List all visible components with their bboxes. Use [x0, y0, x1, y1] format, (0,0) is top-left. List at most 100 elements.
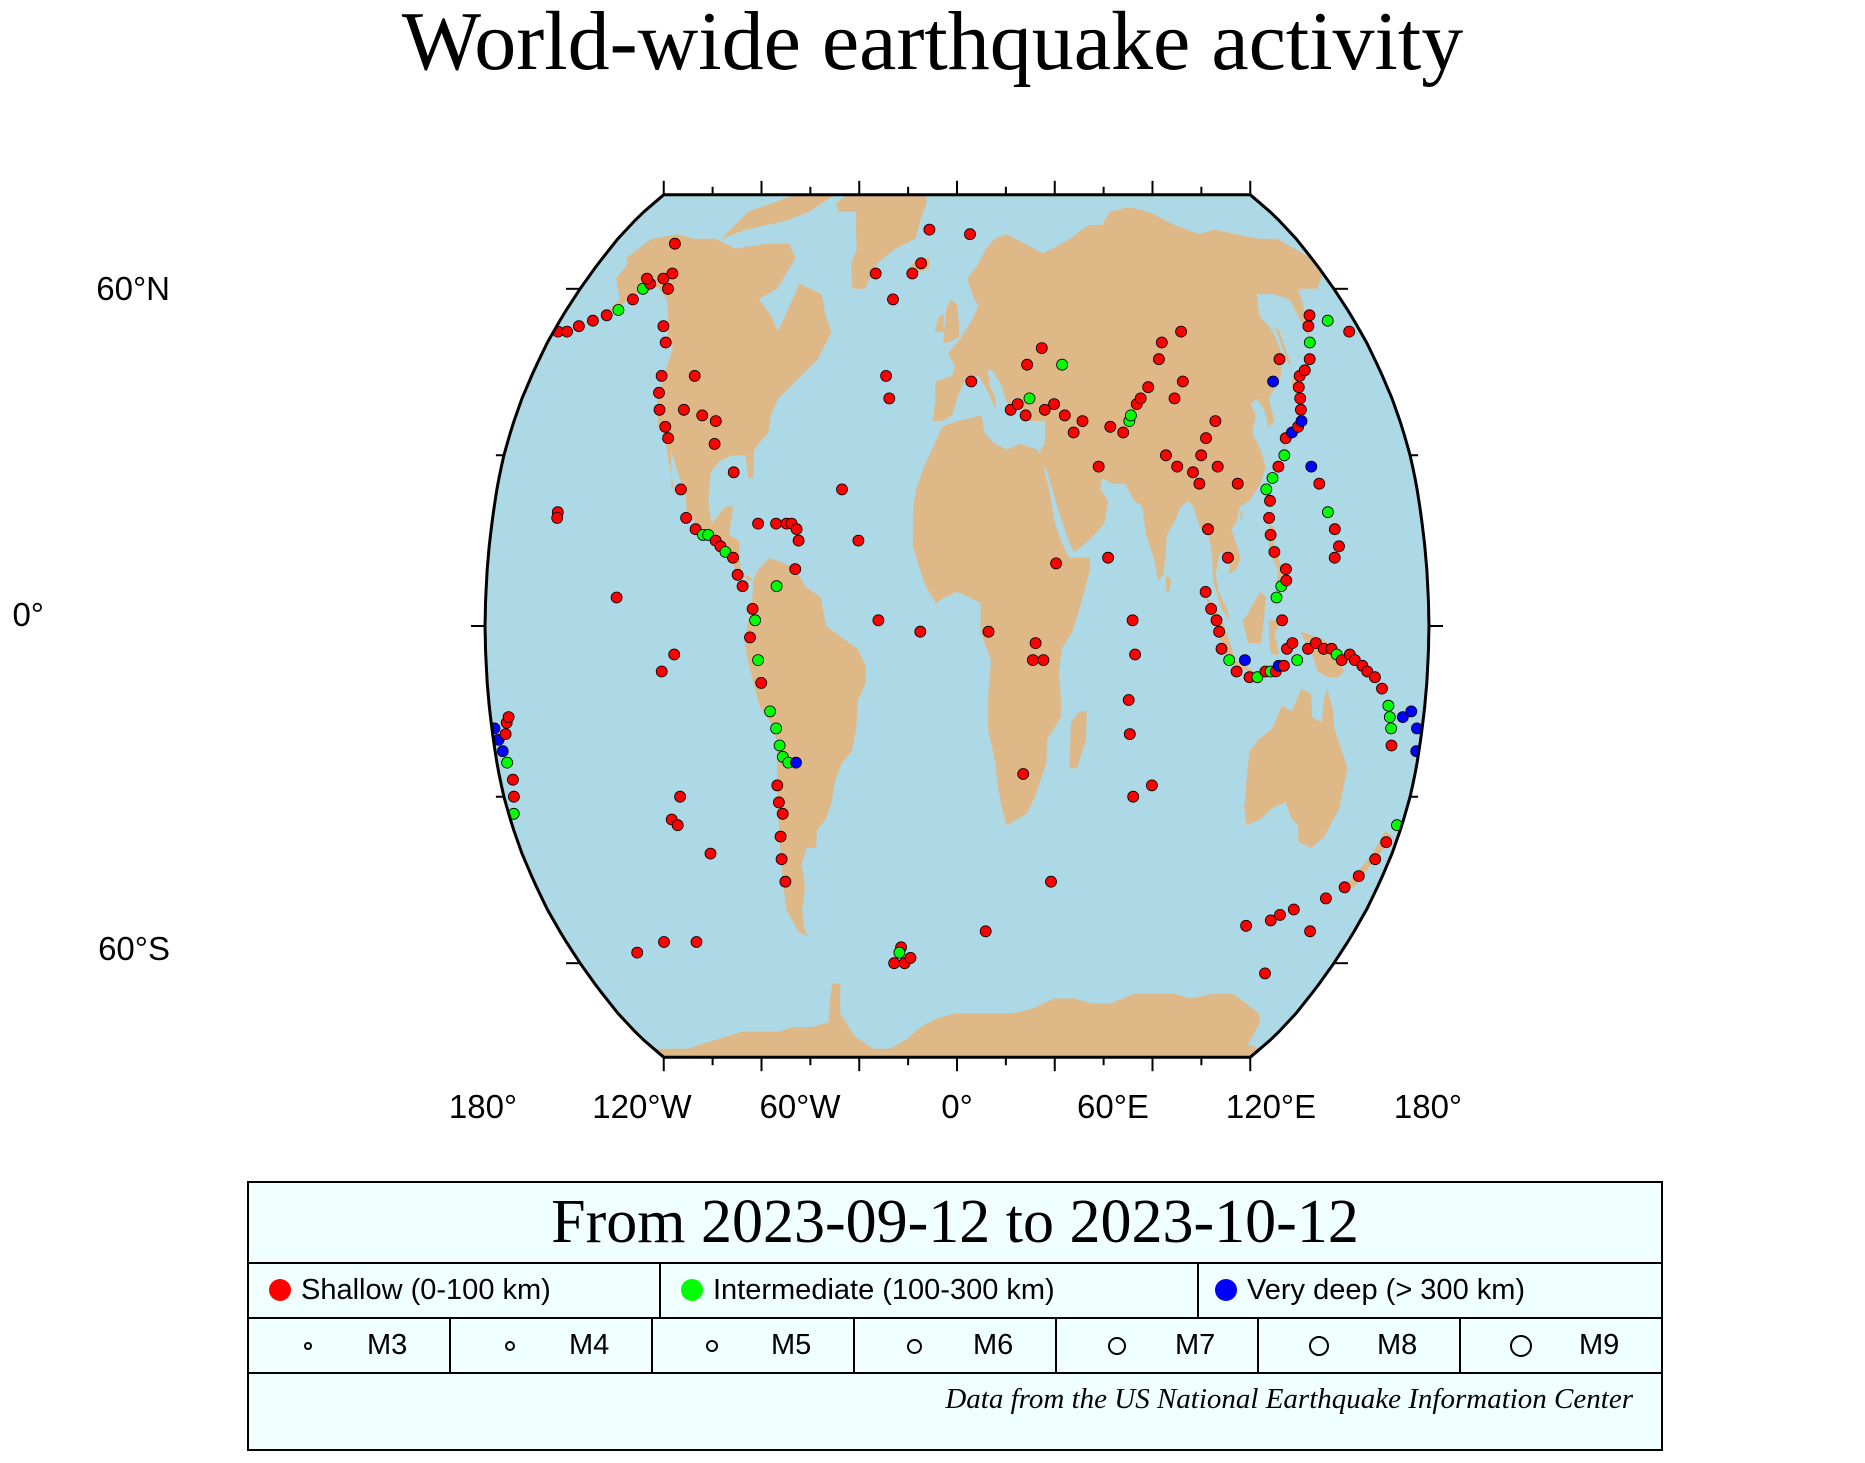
earthquake-marker-intermediate: [1291, 654, 1304, 666]
earthquake-marker-intermediate: [1223, 654, 1236, 666]
earthquake-marker-shallow: [1127, 790, 1140, 803]
earthquake-marker-shallow: [1199, 586, 1212, 598]
earthquake-marker-shallow: [1037, 654, 1050, 666]
landmass-1: [744, 557, 866, 937]
legend-mag-5: M5: [653, 1319, 855, 1372]
landmass-8: [943, 299, 960, 343]
legend-mag-4: M4: [451, 1319, 653, 1372]
earthquake-marker-shallow: [1292, 381, 1305, 394]
earthquake-marker-shallow: [776, 807, 789, 820]
earthquake-marker-intermediate: [501, 756, 514, 769]
earthquake-marker-shallow: [671, 819, 684, 832]
landmass-23: [1275, 326, 1291, 365]
earthquake-marker-intermediate: [1260, 483, 1273, 496]
mag-circle-icon: [706, 1340, 718, 1352]
earthquake-marker-shallow: [1276, 614, 1288, 627]
earthquake-marker-very-deep: [1396, 711, 1409, 723]
mag-label: M6: [973, 1329, 1014, 1361]
earthquake-marker-shallow: [1369, 853, 1382, 866]
mag-label: M5: [771, 1329, 812, 1361]
earthquake-marker-shallow: [1376, 682, 1388, 695]
earthquake-marker-intermediate: [749, 614, 761, 627]
earthquake-marker-very-deep: [790, 756, 802, 769]
earthquake-marker-very-deep: [1239, 654, 1251, 666]
earthquake-marker-shallow: [1048, 398, 1060, 411]
earthquake-marker-shallow: [1058, 409, 1071, 422]
earthquake-marker-intermediate: [773, 739, 786, 752]
earthquake-marker-shallow: [708, 437, 721, 450]
earthquake-marker-shallow: [1017, 768, 1030, 780]
intermediate-dot-icon: [681, 1279, 703, 1301]
earthquake-marker-shallow: [1230, 665, 1243, 678]
earthquake-marker-shallow: [669, 237, 681, 250]
earthquake-marker-shallow: [1153, 353, 1165, 366]
earthquake-marker-shallow: [1029, 637, 1042, 649]
earthquake-marker-shallow: [1333, 540, 1345, 553]
earthquake-marker-shallow: [657, 320, 670, 333]
earthquake-marker-shallow: [1195, 449, 1208, 462]
earthquake-marker-shallow: [1335, 654, 1348, 666]
earthquake-marker-shallow: [573, 320, 585, 333]
shallow-label: Shallow (0-100 km): [301, 1274, 551, 1306]
mag-circle-icon: [304, 1342, 312, 1350]
earthquake-marker-shallow: [1117, 426, 1130, 439]
earthquake-marker-shallow: [915, 257, 927, 270]
earthquake-marker-shallow: [627, 293, 639, 306]
legend-mag-3: M3: [249, 1319, 451, 1372]
mag-circle-icon: [1510, 1335, 1532, 1357]
earthquake-marker-shallow: [688, 369, 701, 382]
earthquake-marker-intermediate: [1385, 722, 1397, 735]
earthquake-marker-shallow: [1035, 342, 1048, 355]
earthquake-marker-shallow: [1272, 460, 1285, 473]
earthquake-marker-shallow: [904, 952, 917, 964]
earthquake-marker-shallow: [561, 325, 573, 338]
lon-label-120w: 120°W: [592, 1088, 692, 1125]
legend-heading-row: From 2023-09-12 to 2023-10-12: [249, 1183, 1661, 1264]
legend-magnitude-row: M3 M4 M5 M6 M7 M8 M9: [249, 1319, 1661, 1374]
earthquake-marker-shallow: [1268, 546, 1281, 558]
earthquake-marker-shallow: [727, 466, 740, 479]
earthquake-marker-shallow: [658, 936, 670, 948]
earthquake-marker-intermediate: [1023, 392, 1036, 405]
legend-depth-intermediate: Intermediate (100-300 km): [661, 1264, 1199, 1317]
earthquake-marker-intermediate: [1321, 314, 1334, 327]
legend-mag-9: M9: [1461, 1319, 1661, 1372]
earthquake-marker-shallow: [888, 957, 901, 970]
mag-label: M8: [1377, 1329, 1418, 1361]
earthquake-marker-shallow: [746, 603, 759, 615]
earthquake-marker-shallow: [755, 677, 768, 689]
mag-circle-icon: [505, 1341, 515, 1351]
earthquake-marker-shallow: [1328, 551, 1341, 564]
earthquake-marker-shallow: [731, 568, 744, 581]
earthquake-marker-shallow: [1076, 415, 1089, 428]
very-deep-label: Very deep (> 300 km): [1247, 1274, 1526, 1306]
earthquake-marker-intermediate: [1125, 409, 1137, 422]
earthquake-marker-intermediate: [1383, 711, 1396, 723]
earthquake-marker-shallow: [662, 432, 674, 445]
lat-label-60n: 60°N: [96, 270, 170, 307]
earthquake-marker-shallow: [771, 779, 784, 792]
landmass-9: [934, 315, 944, 332]
landmass-7: [721, 194, 855, 239]
earthquake-marker-shallow: [1155, 336, 1168, 349]
earthquake-marker-shallow: [836, 483, 848, 496]
earthquake-marker-shallow: [1168, 392, 1181, 405]
earthquake-marker-shallow: [1050, 557, 1062, 570]
earthquake-marker-shallow: [508, 790, 520, 803]
lon-label-180w: 180°: [449, 1088, 517, 1125]
earthquake-marker-shallow: [1213, 625, 1225, 638]
earthquake-marker-shallow: [1205, 603, 1217, 615]
earthquake-marker-shallow: [1092, 460, 1105, 473]
earthquake-marker-shallow: [1123, 728, 1136, 740]
earthquake-marker-shallow: [779, 875, 792, 888]
earthquake-marker-shallow: [675, 483, 687, 496]
earthquake-marker-shallow: [852, 534, 865, 547]
earthquake-marker-shallow: [1210, 614, 1223, 627]
earthquake-marker-shallow: [1280, 563, 1292, 575]
legend-mag-8: M8: [1259, 1319, 1461, 1372]
earthquake-marker-shallow: [773, 796, 785, 809]
very-deep-dot-icon: [1215, 1279, 1237, 1301]
earthquake-marker-very-deep: [1305, 460, 1318, 473]
earthquake-marker-shallow: [641, 272, 653, 285]
earthquake-marker-shallow: [1303, 309, 1316, 322]
